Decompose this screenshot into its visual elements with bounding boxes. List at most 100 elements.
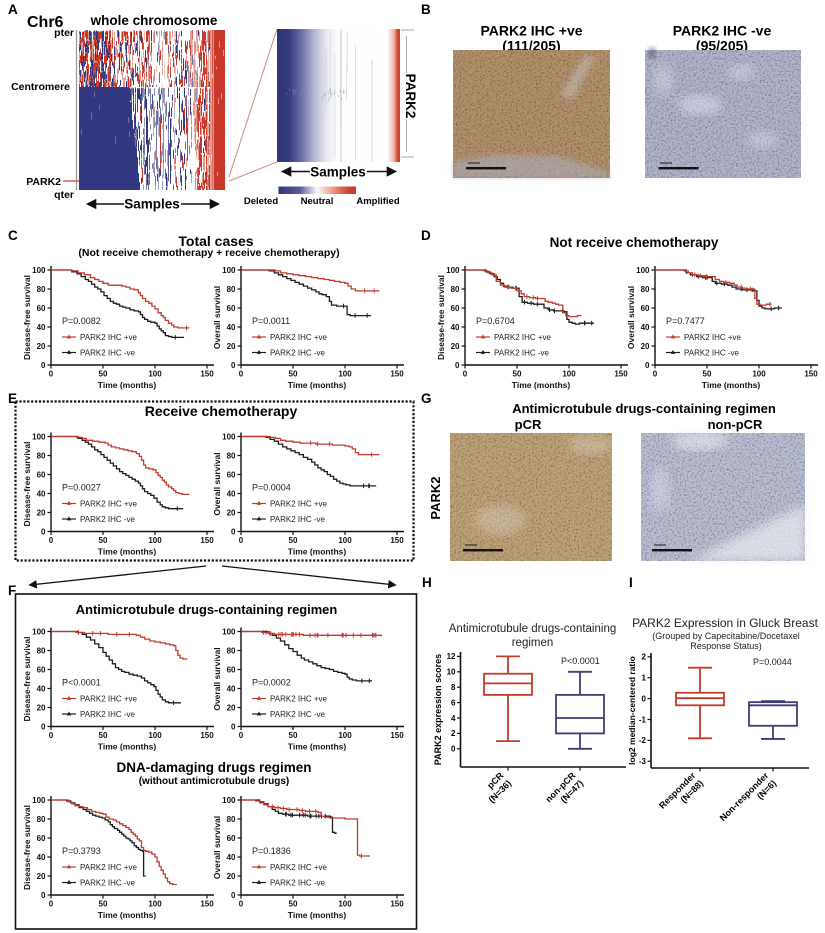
svg-text:60: 60 (227, 834, 236, 843)
svg-text:100: 100 (338, 900, 352, 909)
svg-text:P<0.0001: P<0.0001 (62, 678, 101, 688)
svg-text:qter: qter (54, 189, 74, 201)
svg-text:40: 40 (37, 684, 46, 693)
svg-text:Chr6: Chr6 (27, 14, 64, 31)
svg-text:6: 6 (451, 698, 456, 707)
svg-text:whole chromosome: whole chromosome (90, 13, 218, 28)
svg-text:0: 0 (231, 527, 236, 536)
svg-text:80: 80 (227, 646, 236, 655)
svg-text:P<0.0001: P<0.0001 (561, 656, 600, 666)
svg-text:100: 100 (222, 796, 236, 805)
svg-text:0: 0 (239, 731, 244, 740)
svg-text:0: 0 (231, 361, 236, 370)
svg-text:50: 50 (513, 370, 522, 379)
svg-text:PARK2 IHC +ve: PARK2 IHC +ve (80, 500, 138, 509)
svg-text:40: 40 (227, 323, 236, 332)
svg-text:20: 20 (37, 703, 46, 712)
svg-text:PARK2 IHC +ve: PARK2 IHC +ve (494, 333, 552, 342)
svg-text:Response Status): Response Status) (690, 641, 762, 651)
svg-text:0: 0 (642, 694, 647, 703)
svg-text:Disease-free survival: Disease-free survival (22, 636, 32, 721)
svg-text:(Not receive chemotherapy + re: (Not receive chemotherapy + receive chem… (78, 247, 339, 259)
svg-text:C: C (8, 228, 18, 243)
svg-text:50: 50 (289, 370, 298, 379)
svg-text:150: 150 (390, 900, 404, 909)
svg-text:Time (months): Time (months) (288, 547, 347, 557)
svg-text:80: 80 (37, 285, 46, 294)
svg-text:Not receive chemotherapy: Not receive chemotherapy (550, 235, 719, 250)
svg-text:100: 100 (222, 432, 236, 441)
svg-text:0: 0 (41, 527, 46, 536)
svg-text:Centromere: Centromere (11, 81, 70, 93)
svg-text:100: 100 (338, 731, 352, 740)
svg-text:Overall survival: Overall survival (212, 452, 222, 515)
svg-text:PARK2 IHC +ve: PARK2 IHC +ve (270, 333, 328, 342)
svg-text:80: 80 (37, 646, 46, 655)
svg-text:PARK2 IHC -ve: PARK2 IHC -ve (673, 23, 772, 39)
svg-text:Time (months): Time (months) (288, 742, 347, 752)
svg-text:40: 40 (227, 853, 236, 862)
svg-text:P=0.0002: P=0.0002 (252, 678, 291, 688)
svg-text:Disease-free survival: Disease-free survival (22, 275, 32, 360)
svg-text:150: 150 (390, 731, 404, 740)
svg-text:50: 50 (289, 900, 298, 909)
svg-text:100: 100 (32, 796, 46, 805)
svg-text:20: 20 (227, 508, 236, 517)
svg-text:Overall survival: Overall survival (212, 647, 222, 710)
svg-text:(111/205): (111/205) (502, 38, 560, 54)
svg-text:PARK2 IHC +ve: PARK2 IHC +ve (270, 500, 328, 509)
svg-text:40: 40 (37, 853, 46, 862)
svg-text:150: 150 (200, 370, 214, 379)
svg-text:PARK2 IHC -ve: PARK2 IHC -ve (80, 515, 136, 524)
svg-text:60: 60 (37, 665, 46, 674)
svg-text:40: 40 (37, 489, 46, 498)
svg-text:60: 60 (227, 470, 236, 479)
svg-text:P=0.0004: P=0.0004 (252, 483, 291, 493)
svg-text:0: 0 (231, 891, 236, 900)
svg-text:40: 40 (641, 323, 650, 332)
svg-text:150: 150 (200, 731, 214, 740)
svg-text:-3: -3 (639, 757, 647, 766)
svg-text:150: 150 (390, 370, 404, 379)
svg-text:P=0.0011: P=0.0011 (252, 316, 290, 326)
svg-text:Time (months): Time (months) (98, 910, 157, 920)
svg-text:80: 80 (227, 285, 236, 294)
svg-text:P=0.6704: P=0.6704 (476, 316, 515, 326)
svg-text:40: 40 (451, 323, 460, 332)
svg-text:PARK2 IHC +ve: PARK2 IHC +ve (80, 333, 138, 342)
svg-text:0: 0 (239, 900, 244, 909)
svg-text:20: 20 (37, 342, 46, 351)
svg-text:pCR: pCR (515, 417, 542, 432)
svg-text:0: 0 (451, 745, 456, 754)
svg-text:P=0.3793: P=0.3793 (62, 846, 101, 856)
svg-text:H: H (422, 575, 432, 590)
svg-text:150: 150 (200, 900, 214, 909)
svg-text:PARK2 IHC -ve: PARK2 IHC -ve (80, 710, 136, 719)
svg-text:PARK2 IHC +ve: PARK2 IHC +ve (684, 333, 742, 342)
svg-text:80: 80 (451, 285, 460, 294)
svg-text:80: 80 (227, 451, 236, 460)
svg-text:150: 150 (200, 536, 214, 545)
svg-text:150: 150 (804, 370, 818, 379)
svg-text:PARK2 Expression in Gluck Brea: PARK2 Expression in Gluck Breast (632, 616, 819, 630)
svg-text:0: 0 (41, 722, 46, 731)
svg-text:60: 60 (451, 304, 460, 313)
svg-text:20: 20 (37, 872, 46, 881)
svg-text:100: 100 (338, 536, 352, 545)
svg-text:2: 2 (642, 653, 647, 662)
svg-text:-2: -2 (639, 736, 647, 745)
svg-text:60: 60 (37, 834, 46, 843)
svg-text:Antimicrotubule drugs-containi: Antimicrotubule drugs-containing regimen (512, 401, 776, 416)
svg-text:PARK2 IHC -ve: PARK2 IHC -ve (684, 349, 740, 358)
svg-text:PARK2 IHC +ve: PARK2 IHC +ve (80, 863, 138, 872)
svg-text:0: 0 (239, 536, 244, 545)
svg-text:50: 50 (289, 536, 298, 545)
svg-text:Samples: Samples (124, 197, 180, 212)
svg-text:100: 100 (148, 536, 162, 545)
svg-text:0: 0 (231, 722, 236, 731)
svg-text:PARK2: PARK2 (403, 74, 418, 119)
svg-text:60: 60 (37, 470, 46, 479)
svg-text:I: I (629, 575, 633, 590)
svg-text:50: 50 (703, 370, 712, 379)
svg-text:150: 150 (614, 370, 628, 379)
